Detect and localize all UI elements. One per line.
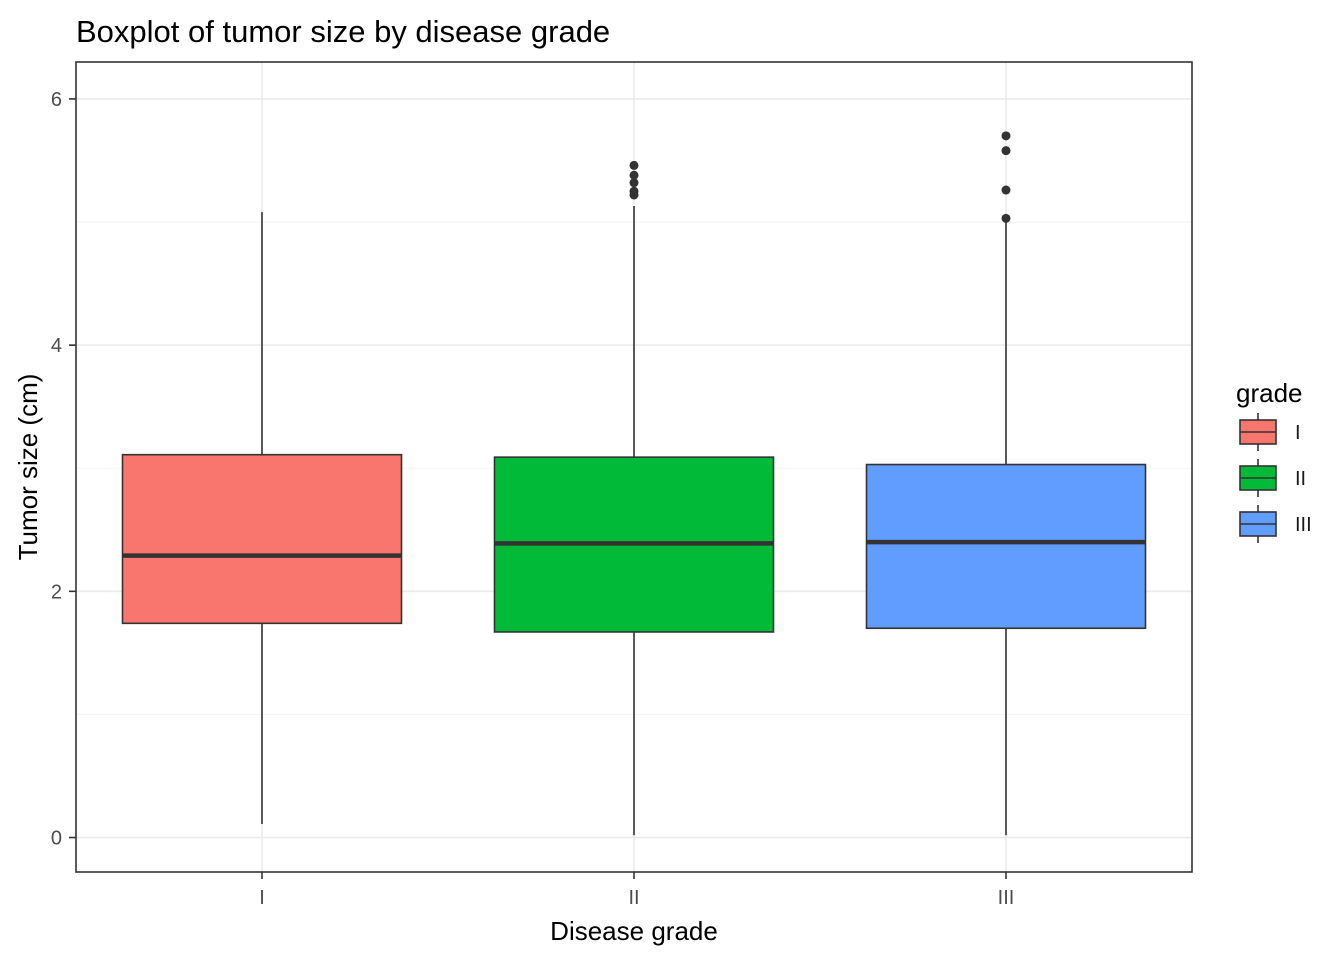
outlier-point — [1001, 213, 1011, 223]
outlier-point — [1001, 146, 1011, 156]
box-iqr — [865, 463, 1147, 630]
y-tick-label: 2 — [51, 581, 62, 603]
legend-title: grade — [1236, 378, 1303, 408]
x-tick-label: III — [998, 887, 1015, 909]
box-group-III — [865, 131, 1147, 836]
legend-label: III — [1295, 514, 1312, 536]
x-axis: I II III — [259, 872, 1014, 909]
legend-key-II — [1239, 459, 1277, 497]
x-axis-title: Disease grade — [550, 916, 718, 946]
legend-label: I — [1295, 422, 1301, 444]
box-group-II — [493, 160, 775, 836]
y-axis-title: Tumor size (cm) — [13, 374, 43, 561]
box-iqr — [121, 453, 403, 625]
y-tick-label: 4 — [51, 335, 62, 357]
box-group-I — [121, 212, 403, 824]
outlier-point — [629, 186, 639, 196]
outlier-point — [1001, 185, 1011, 195]
x-tick-label: II — [628, 887, 639, 909]
outlier-point — [629, 160, 639, 170]
y-tick-label: 0 — [51, 828, 62, 850]
chart-title: Boxplot of tumor size by disease grade — [76, 14, 610, 49]
legend-key-I — [1239, 413, 1277, 451]
y-tick-label: 6 — [51, 89, 62, 111]
legend-key-III — [1239, 505, 1277, 543]
outlier-point — [1001, 131, 1011, 141]
y-axis: 0 2 4 6 — [51, 89, 76, 850]
legend-label: II — [1295, 468, 1306, 490]
outlier-point — [629, 178, 639, 188]
boxes — [121, 131, 1147, 836]
x-tick-label: I — [259, 887, 265, 909]
outlier-point — [629, 170, 639, 180]
